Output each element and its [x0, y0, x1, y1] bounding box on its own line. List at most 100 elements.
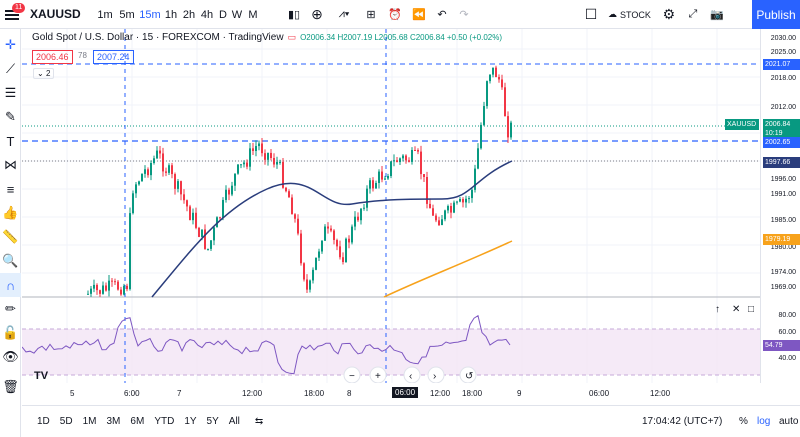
candle [90, 288, 92, 294]
menu-button[interactable]: 11 [0, 0, 26, 29]
range-5D[interactable]: 5D [59, 416, 73, 427]
eye-slash-icon[interactable]: ▭ [287, 32, 297, 42]
indicators-icon[interactable]: ⩘▾ [338, 8, 350, 20]
candle [381, 171, 383, 180]
snapshot-icon[interactable]: 📷 [709, 9, 724, 21]
candle [207, 248, 209, 250]
interval-5m[interactable]: 5m [119, 8, 135, 21]
time-label: 06:00 [589, 389, 610, 398]
fullscreen-square-icon[interactable]: ☐ [584, 6, 598, 22]
horizontal-lines-icon[interactable]: ☰ [4, 85, 17, 100]
candle [99, 290, 101, 294]
candle [456, 201, 458, 203]
auto-toggle[interactable]: auto [779, 416, 799, 427]
interval-1m[interactable]: 1m [97, 8, 113, 21]
candle [402, 155, 404, 159]
log-toggle[interactable]: log [757, 416, 771, 427]
brush-icon[interactable]: ✎ [5, 109, 16, 124]
interval-M[interactable]: M [248, 8, 258, 21]
trend-line-icon[interactable]: ⟋ [5, 61, 16, 76]
undo-icon[interactable]: ↶ [437, 9, 447, 21]
range-3M[interactable]: 3M [106, 416, 121, 427]
replay-icon[interactable]: ⏪ [412, 9, 426, 21]
candle [297, 218, 299, 234]
candle [291, 197, 293, 215]
candle [345, 238, 347, 263]
range-1M[interactable]: 1M [82, 416, 97, 427]
range-5Y[interactable]: 5Y [206, 416, 219, 427]
interval-15m[interactable]: 15m [139, 8, 161, 21]
time-axis[interactable]: 5 6:00 7 12:00 18:00 8 06:00 12:00 18:00 9 06:00 12… [22, 383, 760, 405]
price-label: 2018.00 [770, 75, 796, 82]
price-label: 1974.00 [770, 269, 796, 276]
candle [114, 281, 116, 283]
range-1Y[interactable]: 1Y [184, 416, 197, 427]
ruler-icon[interactable]: 📏 [2, 229, 19, 244]
price-axis[interactable]: 2030.002025.002018.002012.002006.002002.… [725, 29, 800, 383]
chart-area[interactable]: ↑ ✕ □ − + ‹ › ↺ TV [21, 29, 760, 384]
percent-toggle[interactable]: % [739, 416, 748, 427]
publish-button[interactable]: Publish [752, 0, 800, 29]
fib-icon[interactable]: ≡ [6, 181, 15, 197]
range-6M[interactable]: 6M [130, 416, 145, 427]
interval-W[interactable]: W [231, 8, 243, 21]
zoom-icon[interactable]: 🔍 [2, 253, 19, 268]
candle [147, 169, 149, 176]
magnet-icon[interactable]: ∩ [0, 273, 21, 297]
candle [126, 285, 128, 290]
lock-icon[interactable]: 🔓 [2, 325, 19, 340]
symbol-search[interactable]: XAUUSD [30, 7, 81, 21]
candle [183, 194, 185, 201]
redo-icon[interactable]: ↷ [459, 9, 469, 21]
text-icon[interactable]: T [6, 133, 15, 149]
candle [204, 229, 206, 249]
eye-icon[interactable]: 👁 [2, 349, 19, 364]
layout-icon[interactable]: ⊞ [366, 9, 376, 21]
sell-price[interactable]: 2006.46 [32, 50, 73, 64]
time-label: 5 [70, 389, 75, 398]
indicators-collapse[interactable]: ⌄ 2 [33, 68, 55, 79]
range-1D[interactable]: 1D [37, 416, 50, 427]
candle [120, 289, 122, 295]
add-indicator-icon[interactable]: ⊕ [311, 6, 323, 22]
crosshair-icon[interactable]: ✛ [5, 37, 16, 52]
range-YTD[interactable]: YTD [154, 416, 175, 427]
candle [135, 184, 137, 194]
candles-icon[interactable]: ▮▯ [287, 9, 301, 21]
expand-icon[interactable]: ⤢ [688, 8, 698, 20]
candle [102, 285, 104, 294]
price-tag: 1997.66 [763, 157, 800, 168]
time-label: 9 [517, 389, 522, 398]
candle [360, 208, 362, 221]
candle [150, 162, 152, 176]
candle [228, 189, 230, 195]
like-icon[interactable]: 👍 [2, 205, 19, 220]
candle [396, 160, 398, 163]
chart-svg[interactable]: ↑ ✕ □ − + ‹ › ↺ TV [21, 29, 760, 384]
interval-D[interactable]: D [219, 8, 227, 21]
buy-price[interactable]: 2007.24 [93, 50, 134, 64]
candle [435, 215, 437, 221]
candle [444, 210, 446, 220]
alert-icon[interactable]: ⏰ [388, 9, 402, 21]
pattern-icon[interactable]: ⋈ [4, 157, 17, 172]
pane-up-icon: ↑ [715, 304, 720, 315]
price-tag: 1979.19 [763, 234, 800, 245]
settings-icon[interactable]: ⚙ [662, 6, 676, 22]
candle [378, 171, 380, 183]
interval-4h[interactable]: 4h [200, 8, 214, 21]
stock-button[interactable]: ☁ STOCK [602, 0, 657, 29]
lock-drawing-icon[interactable]: ✏ [5, 301, 16, 316]
candle [195, 212, 197, 228]
candle [492, 67, 494, 75]
time-label: 12:00 [430, 389, 451, 398]
trash-icon[interactable]: 🗑 [2, 379, 19, 394]
interval-1h[interactable]: 1h [164, 8, 178, 21]
clock-time[interactable]: 17:04:42 (UTC+7) [642, 416, 723, 427]
price-tag: XAUUSD [725, 119, 759, 130]
range-All[interactable]: All [228, 416, 240, 427]
calendar-icon[interactable]: ⇆ [254, 416, 264, 427]
interval-2h[interactable]: 2h [182, 8, 196, 21]
candle [177, 181, 179, 189]
price-label: 2030.00 [770, 35, 796, 42]
